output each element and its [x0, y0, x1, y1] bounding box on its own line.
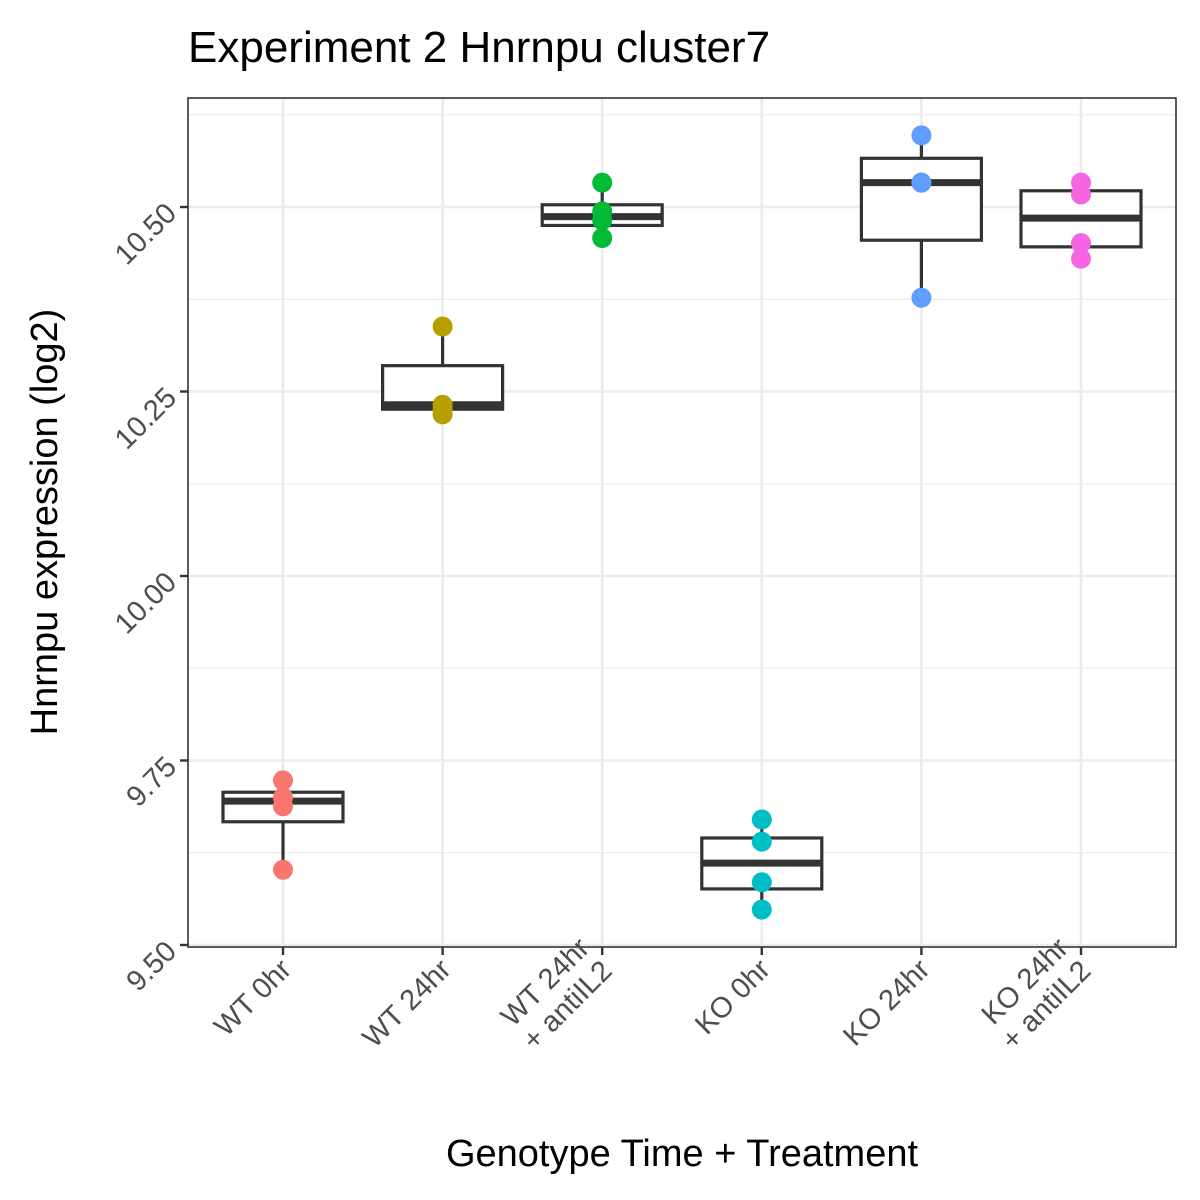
- y-axis: 9.50 9.75 10.00 10.25 10.50: [109, 197, 188, 998]
- data-point: [1071, 248, 1091, 269]
- box-body: [859, 156, 984, 242]
- x-tick-label: KO 24hr: [837, 953, 936, 1052]
- data-point: [273, 859, 293, 880]
- data-point: [1071, 233, 1091, 254]
- data-point: [751, 899, 772, 920]
- x-tick-label-line: KO 0hr: [689, 953, 777, 1041]
- x-axis: WT 0hr WT 24hr WT 24hr+ antiIL2 KO 0hr KO 24…: [208, 932, 1097, 1057]
- data-point: [911, 125, 932, 146]
- y-tick-label: 9.50: [120, 935, 183, 998]
- plot-background: [188, 98, 1176, 947]
- data-point: [911, 287, 932, 308]
- x-tick-label: WT 24hr: [357, 953, 458, 1054]
- data-point: [432, 404, 453, 425]
- point-layer: [273, 125, 1091, 920]
- y-tick-label: 10.50: [109, 197, 183, 271]
- x-tick-label-line: WT 0hr: [208, 953, 298, 1043]
- data-point: [432, 316, 453, 337]
- data-point: [592, 172, 613, 193]
- x-tick-label-line: WT 24hr: [357, 953, 458, 1054]
- y-tick-label: 9.75: [120, 751, 183, 814]
- data-point: [751, 831, 772, 852]
- data-point: [1071, 184, 1091, 205]
- y-tick-label: 10.00: [109, 566, 183, 640]
- x-axis-title: Genotype Time + Treatment: [446, 1133, 919, 1175]
- data-point: [273, 796, 293, 817]
- data-point: [273, 770, 293, 791]
- x-tick-label: WT 24hr+ antiIL2: [494, 932, 619, 1057]
- x-tick-label-line: KO 24hr: [837, 953, 936, 1052]
- data-point: [592, 210, 613, 231]
- x-tick-label: WT 0hr: [208, 953, 298, 1043]
- data-point: [751, 872, 772, 893]
- data-point: [751, 809, 772, 830]
- data-point: [911, 172, 932, 193]
- y-tick-label: 10.25: [109, 382, 183, 456]
- x-tick-label: KO 24hr+ antiIL2: [973, 932, 1098, 1057]
- box-1: [221, 780, 345, 870]
- chart-title: Experiment 2 Hnrnpu cluster7: [188, 23, 770, 72]
- data-point: [592, 227, 613, 248]
- y-axis-title: Hnrnpu expression (log2): [24, 309, 66, 736]
- x-tick-label: KO 0hr: [689, 953, 777, 1041]
- plot-border: [187, 97, 1177, 948]
